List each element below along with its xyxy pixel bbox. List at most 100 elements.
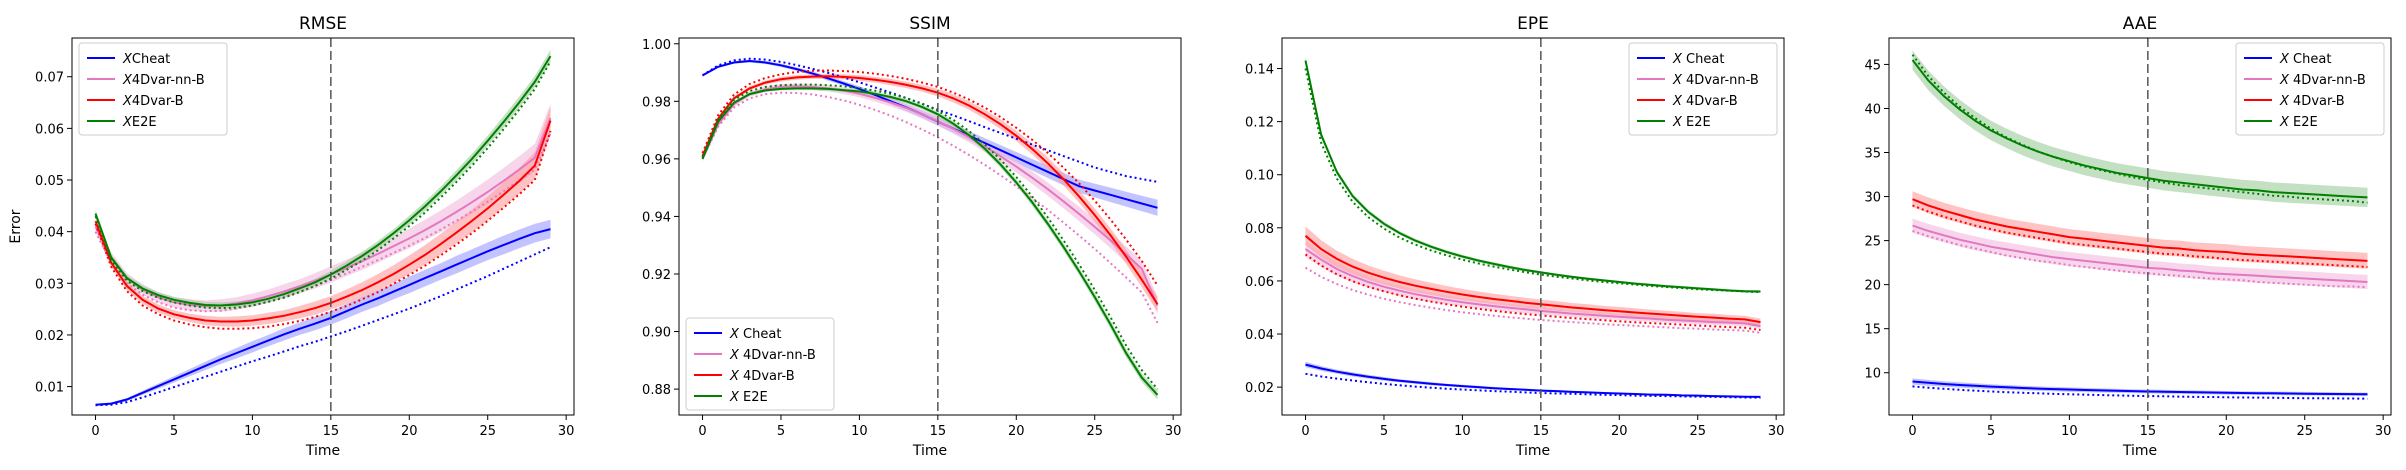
y-tick-label: 0.02 [1245, 381, 1274, 396]
series-band-0 [1912, 378, 2368, 396]
y-tick-label: 20 [1864, 279, 1881, 294]
series-band-1 [1912, 218, 2368, 289]
x-tick-label: 10 [244, 424, 261, 439]
chart-title: RMSE [299, 14, 347, 34]
y-tick-label: 0.96 [642, 153, 671, 168]
legend-label: X 4Dvar-nn-B [1672, 73, 1759, 88]
series-dotted-1 [1304, 266, 1761, 334]
series-line-1 [1304, 248, 1761, 328]
series-line-1 [1912, 224, 2368, 283]
chart-panel-rmse: RMSE 0 5 10 15 20 25 30 0.01 0.02 0.03 0.04 0.05 0.06… [8, 14, 575, 459]
series-line-3 [701, 87, 1159, 396]
y-tick-label: 0.06 [35, 122, 64, 137]
legend-label: X 4Dvar-B [729, 369, 795, 384]
y-tick-label: 15 [1864, 323, 1881, 338]
chart-panel-ssim: SSIM 0 5 10 15 20 25 30 0.88 0.90 0.92 0.94 0.96 0.98… [642, 14, 1182, 459]
series-dotted-0 [1912, 385, 2368, 400]
plot-area [94, 49, 552, 407]
series-line-2 [1304, 235, 1761, 324]
legend: X Cheat X 4Dvar-nn-B X 4Dvar-B X E2E [1628, 42, 1778, 136]
legend-box [2235, 42, 2385, 136]
y-tick-label: 45 [1864, 58, 1881, 73]
legend: XCheat X4Dvar-nn-B X4Dvar-B XE2E [78, 42, 228, 136]
chart-panel-aae: AAE 0 5 10 15 20 25 30 10 15 20 25 30 35 40 45 Time X Che… [1864, 14, 2392, 459]
legend-label: X 4Dvar-B [1672, 94, 1738, 109]
x-tick-label: 20 [401, 424, 418, 439]
series-dotted-3 [1911, 54, 2368, 204]
legend-label: X4Dvar-nn-B [122, 73, 205, 88]
x-tick-label: 0 [1908, 424, 1916, 439]
y-tick-label: 0.08 [1245, 222, 1274, 237]
x-tick-label: 10 [2061, 424, 2078, 439]
legend-label: X Cheat [729, 327, 781, 342]
y-tick-label: 0.98 [642, 95, 671, 110]
x-axis-label: Time [305, 443, 340, 459]
y-tick-label: 0.88 [642, 383, 671, 398]
y-tick-label: 0.10 [1245, 169, 1274, 184]
x-tick-label: 10 [1454, 424, 1471, 439]
y-tick-label: 0.92 [642, 268, 671, 283]
y-tick-label: 0.03 [35, 277, 64, 292]
x-tick-label: 20 [2218, 424, 2235, 439]
series-band-0 [1305, 361, 1761, 398]
plot-area [701, 57, 1159, 400]
x-tick-label: 15 [930, 424, 947, 439]
legend-label: X E2E [2279, 115, 2318, 130]
legend-box [1628, 42, 1778, 136]
series-line-3 [1911, 59, 2368, 199]
series-dotted-1 [94, 133, 552, 313]
legend-label: X 4Dvar-nn-B [2279, 73, 2366, 88]
x-tick-label: 25 [1086, 424, 1103, 439]
series-band-1 [95, 103, 551, 312]
chart-title: EPE [1517, 14, 1549, 34]
y-tick-label: 1.00 [642, 38, 671, 53]
series-dotted-0 [1305, 372, 1761, 399]
legend-label: X 4Dvar-B [2279, 94, 2345, 109]
y-axis-label: Error [8, 209, 24, 243]
series-line-2 [701, 75, 1159, 305]
y-tick-label: 0.04 [1245, 328, 1274, 343]
series-band-2 [1305, 226, 1761, 326]
legend-label: XE2E [122, 115, 157, 130]
x-tick-label: 25 [1689, 424, 1706, 439]
y-tick-label: 0.06 [1245, 275, 1274, 290]
series-line-2 [94, 120, 552, 323]
x-tick-label: 15 [323, 424, 340, 439]
x-tick-label: 15 [1533, 424, 1550, 439]
series-line-2 [1912, 198, 2368, 262]
axes-frame [1888, 37, 2392, 416]
legend-label: X E2E [1672, 115, 1711, 130]
x-tick-label: 5 [170, 424, 178, 439]
y-tick-label: 0.90 [642, 326, 671, 341]
series-line-0 [1912, 380, 2368, 396]
y-tick-label: 0.12 [1245, 116, 1274, 131]
series-band-1 [702, 83, 1158, 315]
x-tick-label: 5 [1987, 424, 1995, 439]
x-tick-label: 20 [1611, 424, 1628, 439]
legend-label: X Cheat [1672, 52, 1724, 67]
series-band-0 [702, 59, 1158, 216]
x-tick-label: 10 [851, 424, 868, 439]
x-tick-label: 30 [1768, 424, 1785, 439]
series-line-0 [1305, 363, 1761, 398]
x-tick-label: 25 [2296, 424, 2313, 439]
x-tick-label: 0 [698, 424, 706, 439]
chart-panel-epe: EPE 0 5 10 15 20 25 30 0.02 0.04 0.06 0.08 0.10 0.12 0… [1245, 14, 1785, 459]
y-tick-label: 0.02 [35, 329, 64, 344]
x-tick-label: 15 [2140, 424, 2157, 439]
series-dotted-2 [1304, 253, 1761, 331]
series-band-0 [95, 219, 551, 406]
y-tick-label: 0.94 [642, 210, 671, 225]
series-dotted-1 [701, 91, 1159, 324]
series-dotted-1 [1912, 229, 2368, 289]
axes-frame [1281, 37, 1785, 416]
x-axis-label: Time [912, 443, 947, 459]
y-tick-label: 0.14 [1245, 63, 1274, 78]
series-line-1 [701, 85, 1159, 306]
legend: X Cheat X 4Dvar-nn-B X 4Dvar-B X E2E [2235, 42, 2385, 136]
series-line-0 [95, 228, 551, 406]
legend-label: X4Dvar-B [122, 94, 184, 109]
y-tick-label: 0.07 [35, 71, 64, 86]
x-tick-label: 25 [479, 424, 496, 439]
